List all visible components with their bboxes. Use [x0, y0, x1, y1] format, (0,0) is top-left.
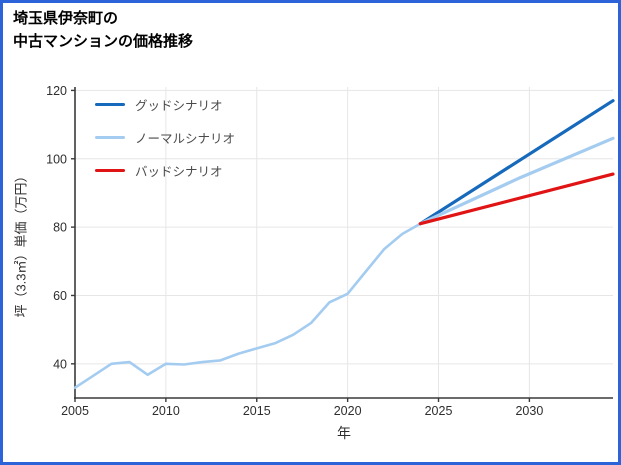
x-tick-label: 2025 [425, 404, 453, 418]
series-bad [418, 172, 615, 226]
legend-label-bad: バッドシナリオ [135, 165, 223, 179]
legend-item-good: グッドシナリオ [95, 88, 235, 121]
legend-item-bad: バッドシナリオ [95, 154, 235, 187]
legend-line-normal-icon [95, 136, 125, 139]
y-tick-label: 60 [53, 289, 67, 303]
legend-line-good-icon [95, 103, 125, 106]
x-tick-label: 2030 [515, 404, 543, 418]
legend-label-normal: ノーマルシナリオ [135, 132, 236, 146]
y-axis-label: 坪（3.3㎡）単価（万円） [13, 169, 29, 318]
legend-label-good: グッドシナリオ [135, 99, 223, 113]
legend-line-bad-icon [95, 169, 125, 172]
chart-title-line2: 中古マンションの価格推移 [13, 32, 194, 50]
y-tick-label: 120 [46, 84, 67, 98]
chart-title-line1: 埼玉県伊奈町の [13, 10, 119, 27]
y-tick-label: 80 [53, 221, 67, 235]
legend-item-normal: ノーマルシナリオ [95, 121, 235, 154]
series-normal [418, 136, 615, 226]
x-tick-label: 2015 [243, 404, 271, 418]
x-axis-label: 年 [337, 425, 351, 441]
x-tick-label: 2005 [61, 404, 89, 418]
legend: グッドシナリオ ノーマルシナリオ バッドシナリオ [95, 88, 235, 187]
chart-title: 埼玉県伊奈町の 中古マンションの価格推移 [13, 8, 193, 53]
x-tick-label: 2020 [334, 404, 362, 418]
y-tick-label: 100 [46, 152, 67, 166]
series-good [418, 99, 615, 226]
series-history [73, 222, 422, 390]
y-tick-label: 40 [53, 357, 67, 371]
x-tick-label: 2010 [152, 404, 180, 418]
